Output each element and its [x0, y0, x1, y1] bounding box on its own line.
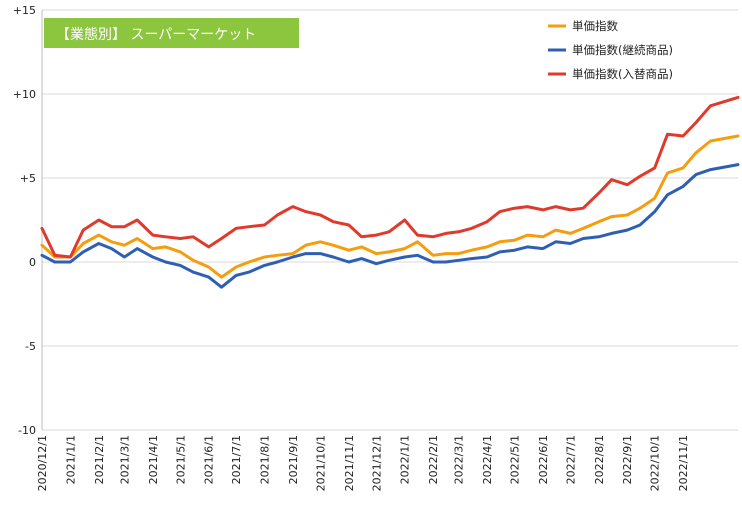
x-tick-label: 2021/9/1	[287, 435, 300, 484]
x-tick-label: 2022/11/1	[677, 435, 690, 491]
chart-title: 【業態別】 スーパーマーケット	[56, 27, 256, 43]
x-tick-label: 2021/10/1	[314, 435, 327, 491]
legend-label: 単価指数	[572, 19, 618, 33]
series-line-1	[40, 134, 740, 279]
x-tick-label: 2021/11/1	[343, 435, 356, 491]
x-tick-label: 2022/3/1	[453, 435, 466, 484]
x-axis-ticks: 2020/12/1 2021/1/1 2021/2/1 2021/3/1 2021/4/…	[36, 435, 690, 491]
y-tick-label: +10	[13, 88, 36, 101]
x-tick-label: 2021/8/1	[259, 435, 272, 484]
x-tick-label: 2022/7/1	[564, 435, 577, 484]
x-tick-label: 2021/5/1	[174, 435, 187, 484]
x-tick-label: 2022/6/1	[537, 435, 550, 484]
x-tick-label: 2021/6/1	[203, 435, 216, 484]
y-tick-label: -5	[25, 340, 36, 353]
gridlines	[42, 9, 738, 431]
x-tick-label: 2022/5/1	[509, 435, 522, 484]
x-tick-label: 2022/8/1	[593, 435, 606, 484]
x-tick-label: 2022/1/1	[399, 435, 412, 484]
x-tick-label: 2021/3/1	[118, 435, 131, 484]
legend-label: 単価指数(継続商品)	[572, 43, 673, 57]
x-tick-label: 2021/1/1	[64, 435, 77, 484]
chart-title-background	[44, 18, 299, 48]
x-tick-label: 2021/12/1	[370, 435, 383, 491]
x-tick-label: 2022/4/1	[481, 435, 494, 484]
y-tick-label: +5	[20, 172, 36, 185]
chart-title-box: 【業態別】 スーパーマーケット	[44, 18, 299, 48]
x-tick-label: 2022/10/1	[649, 435, 662, 491]
x-tick-label: 2022/9/1	[621, 435, 634, 484]
x-tick-label: 2022/2/1	[427, 435, 440, 484]
series-lines	[40, 95, 740, 289]
x-tick-label: 2021/7/1	[230, 435, 243, 484]
x-tick-label: 2021/4/1	[147, 435, 160, 484]
series-line-3	[40, 95, 740, 259]
y-tick-label: 0	[29, 256, 36, 269]
series-line-2	[40, 163, 740, 289]
y-axis-ticks: -10 -5 0 +5 +10 +15	[13, 4, 36, 437]
x-tick-label: 2021/2/1	[93, 435, 106, 484]
legend-label: 単価指数(入替商品)	[572, 67, 673, 81]
x-tick-label: 2020/12/1	[36, 435, 49, 491]
y-tick-label: -10	[18, 424, 36, 437]
y-tick-label: +15	[13, 4, 36, 17]
